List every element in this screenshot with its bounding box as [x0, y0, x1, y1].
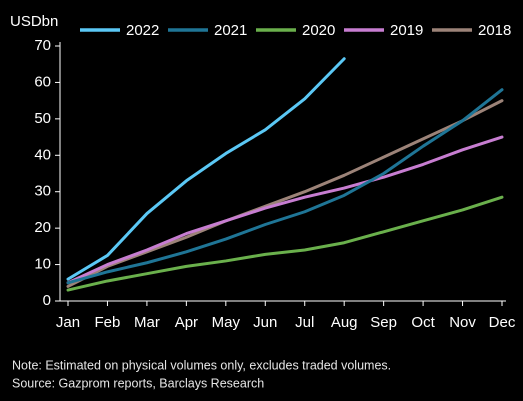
legend-label: 2021	[214, 22, 247, 39]
x-tick-label: Sep	[370, 314, 397, 331]
x-tick-label: Jan	[56, 314, 80, 331]
y-tick-label: 10	[34, 256, 51, 273]
y-tick-label: 60	[34, 73, 51, 90]
legend-label: 2019	[390, 22, 423, 39]
x-tick-label: Feb	[95, 314, 121, 331]
line-series	[66, 88, 504, 285]
x-tick-label: May	[212, 314, 241, 331]
y-tick-label: 30	[34, 183, 51, 200]
x-tick-label: Dec	[489, 314, 516, 331]
x-tick-label: Oct	[411, 314, 435, 331]
y-tick-label: 50	[34, 110, 51, 127]
x-tick-label: Mar	[134, 314, 160, 331]
line-series	[66, 57, 346, 281]
line-series	[66, 195, 504, 292]
y-tick-label: 0	[43, 292, 51, 309]
y-axis-label: USDbn	[10, 13, 58, 30]
x-tick-label: Jul	[295, 314, 314, 331]
legend-label: 2022	[126, 22, 159, 39]
note: Note: Estimated on physical volumes only…	[12, 358, 391, 372]
legend-label: 2018	[478, 22, 511, 39]
y-tick-label: 40	[34, 146, 51, 163]
y-tick-label: 70	[34, 37, 51, 54]
x-tick-label: Apr	[175, 314, 198, 331]
x-tick-label: Nov	[449, 314, 476, 331]
legend-label: 2020	[302, 22, 335, 39]
x-tick-label: Aug	[331, 314, 358, 331]
line-series	[66, 99, 504, 288]
x-tick-label: Jun	[253, 314, 277, 331]
y-tick-label: 20	[34, 219, 51, 236]
source: Source: Gazprom reports, Barclays Resear…	[12, 376, 264, 390]
line-series	[66, 135, 504, 285]
